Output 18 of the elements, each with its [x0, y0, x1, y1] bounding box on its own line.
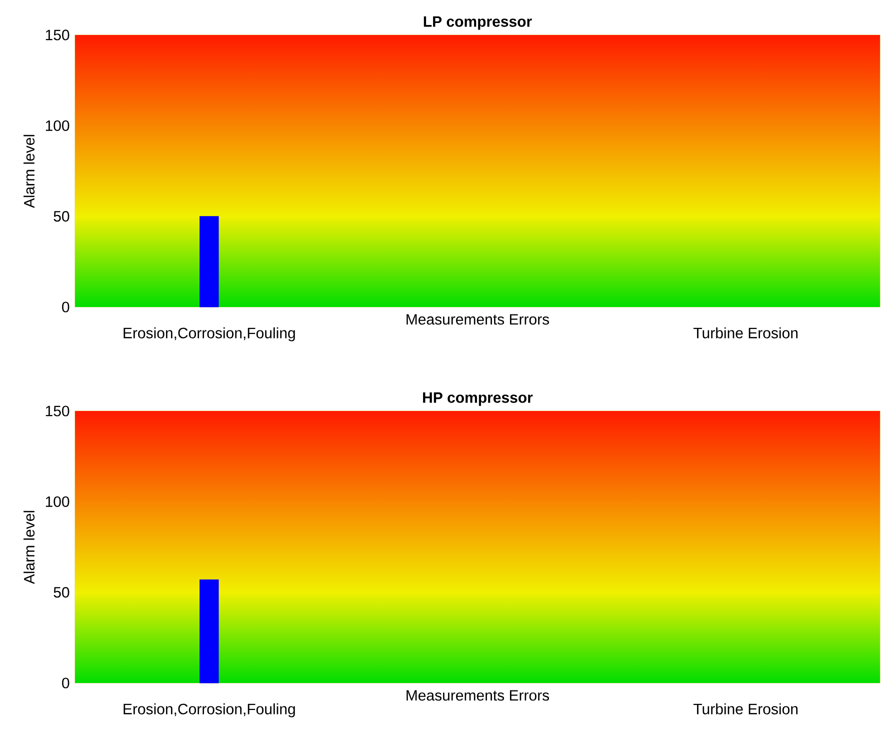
y-tick-label: 150 — [46, 406, 70, 416]
x-tick-label: Turbine Erosion — [694, 327, 798, 338]
y-tick-label: 100 — [46, 120, 70, 131]
x-tick-label: Turbine Erosion — [694, 703, 798, 714]
y-tick-label: 150 — [46, 30, 70, 40]
x-tick-label: Erosion,Corrosion,Fouling — [124, 327, 295, 342]
x-tick-label: Measurements Errors — [406, 690, 550, 701]
chart-title: LP compressor — [424, 16, 532, 30]
y-axis-title: Alarm level — [24, 134, 35, 208]
x-tick-label: Erosion,Corrosion,Fouling — [124, 703, 295, 718]
y-tick-label: 0 — [62, 302, 70, 312]
y-tick-label: 50 — [54, 587, 70, 598]
y-tick-label: 100 — [46, 496, 70, 507]
x-tick-label: Measurements Errors — [406, 314, 550, 325]
y-axis-title: Alarm level — [24, 510, 35, 584]
chart-title: HP compressor — [423, 392, 533, 406]
y-tick-label: 0 — [62, 678, 70, 688]
y-tick-label: 50 — [54, 211, 70, 222]
